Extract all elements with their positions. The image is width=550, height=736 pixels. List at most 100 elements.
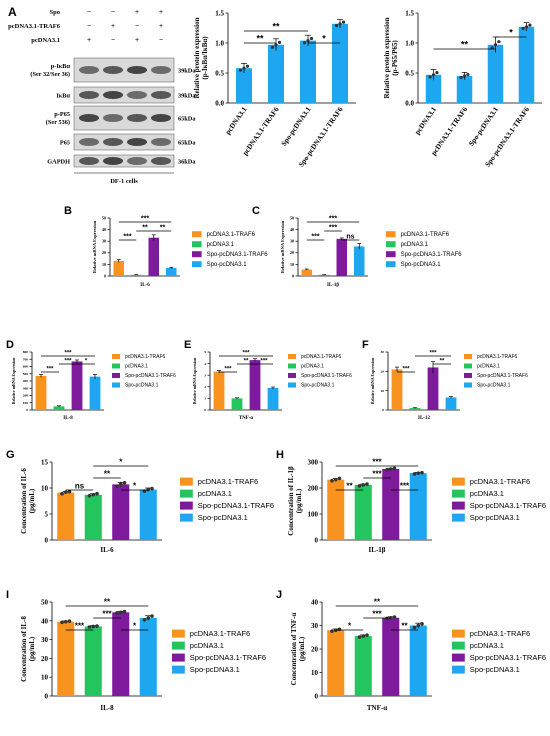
blot-footer-label: DF-1 cells	[110, 178, 138, 185]
chart-G: G 0 5 10 15 Concentration of IL-6 (pg/mL) IL-6 n…	[6, 449, 274, 554]
legend-label: Spo-pcDNA3.1-TRAF6	[190, 653, 266, 662]
bar-Spo-pcDNA3.1	[445, 397, 457, 410]
data-point	[497, 40, 501, 44]
legend-label: pcDNA3.1	[207, 242, 235, 248]
significance-label: ***	[123, 234, 131, 241]
x-axis-label: IL-1β	[327, 283, 339, 288]
bar-Spo-pcDNA3.1	[166, 267, 177, 276]
data-point	[122, 609, 127, 614]
bar-Spo-pcDNA3.1-TRAF6	[332, 23, 348, 103]
legend-label: pcDNA3.1-TRAF6	[207, 232, 256, 238]
y-tick-label: 10	[41, 484, 49, 492]
data-point	[146, 616, 151, 620]
western-blot-panel: A Spo − − + + pcDNA3.1-TRAF6 − + − + pcDNA3.1 + − + − p-…	[8, 5, 196, 185]
legend-label: pcDNA3.1	[125, 364, 148, 370]
bar-pcDNA3.1	[236, 68, 252, 103]
y-tick-label: 0	[104, 273, 106, 278]
legend-label: pcDNA3.1-TRAF6	[477, 354, 518, 360]
significance-label: *	[133, 622, 137, 631]
significance-label: **	[244, 359, 249, 365]
legend-label: pcDNA3.1	[301, 364, 324, 370]
legend-label: Spo-pcDNA3.1-TRAF6	[470, 653, 546, 662]
chart-C: C 0 10 20 30 40 50 Relative mRNA Expression IL-1…	[252, 205, 462, 288]
x-axis-label: IL-12	[418, 416, 430, 421]
blot-band	[103, 91, 123, 99]
bar-Spo-pcDNA3.1	[89, 376, 101, 410]
blot-strip	[73, 154, 175, 168]
significance-label: ***	[260, 359, 268, 365]
legend-swatch	[464, 382, 472, 388]
bar-pcDNA3.1	[319, 274, 330, 276]
y-tick-label: 300	[23, 386, 29, 390]
treatment-mark: −	[87, 23, 91, 30]
blot-band	[79, 66, 99, 74]
y-tick-label: 20	[311, 645, 319, 653]
band-kda: 36kDa	[178, 159, 196, 166]
data-point	[357, 484, 362, 488]
data-point	[466, 72, 470, 77]
blot-band	[79, 114, 99, 122]
data-point	[385, 468, 389, 472]
y-tick-label: 0.0	[405, 99, 414, 107]
data-point	[122, 481, 127, 485]
chart-I: I 0 10 20 30 40 50 Concentration of IL-8 (pg/mL)…	[6, 589, 266, 712]
data-point	[337, 476, 342, 481]
band-label: IκBα	[56, 93, 70, 100]
data-point	[277, 40, 282, 45]
y-axis-label: (p-IκBα/IκBα)	[201, 36, 209, 80]
significance-label: **	[401, 622, 408, 631]
treatment-label: pcDNA3.1-TRAF6	[8, 23, 61, 30]
significance-label: ns	[346, 234, 354, 241]
legend-swatch	[172, 641, 185, 650]
y-tick-label: 10	[381, 389, 385, 393]
data-point	[435, 71, 439, 75]
band-label: p-IκBα	[51, 63, 71, 70]
legend-swatch	[192, 231, 202, 238]
legend-swatch	[172, 653, 185, 662]
significance-label: **	[142, 225, 148, 232]
band-label: (Ser 536)	[46, 119, 70, 126]
y-tick-label: 0	[45, 692, 49, 700]
data-point	[60, 491, 64, 496]
bar-Spo-pcDNA3.1-TRAF6	[71, 361, 83, 410]
x-axis-label: TNF-α	[239, 416, 254, 421]
y-tick-label: 30	[290, 239, 294, 244]
panel-letter-G: G	[6, 449, 15, 461]
y-axis-label: Relative mRNA Expression	[280, 220, 285, 273]
data-point	[459, 75, 463, 80]
significance-label: ***	[372, 610, 382, 619]
data-point	[333, 477, 338, 482]
significance-label: ***	[372, 458, 382, 467]
legend-swatch	[288, 373, 296, 378]
legend-label: Spo-pcDNA3.1-TRAF6	[401, 252, 463, 258]
bar-Spo-pcDNA3.1	[267, 387, 279, 410]
band-kda: 39kDa	[178, 93, 196, 100]
treatment-mark: −	[135, 23, 139, 30]
y-tick-label: 0.0	[215, 99, 224, 107]
y-tick-label: 0	[382, 408, 384, 412]
legend-label: pcDNA3.1-TRAF6	[190, 629, 250, 638]
bar-pcDNA3.1	[231, 398, 243, 410]
data-point	[95, 491, 99, 496]
data-point	[365, 482, 369, 486]
band-kda: 65kDa	[178, 116, 196, 123]
significance-label: **	[256, 34, 264, 44]
y-tick-label: 0.5	[405, 69, 414, 77]
y-tick-label: 30	[381, 350, 385, 354]
treatment-mark: −	[87, 9, 91, 16]
panel-letter-F: F	[362, 339, 369, 351]
y-tick-label: 15	[41, 458, 49, 466]
data-point	[420, 470, 424, 475]
legend-label: Spo-pcDNA3.1	[477, 383, 511, 389]
y-tick-label: 40	[290, 227, 294, 232]
y-axis-label: Relative protein expression	[193, 17, 201, 98]
significance-label: *	[322, 34, 326, 44]
y-tick-label: 5	[45, 510, 49, 518]
significance-label: ***	[64, 359, 72, 365]
bar-pcDNA3.1-TRAF6	[35, 375, 47, 410]
significance-label: **	[374, 598, 381, 607]
data-point	[87, 494, 92, 498]
significance-label: ***	[311, 234, 319, 241]
legend-label: pcDNA3.1-TRAF6	[301, 354, 342, 360]
